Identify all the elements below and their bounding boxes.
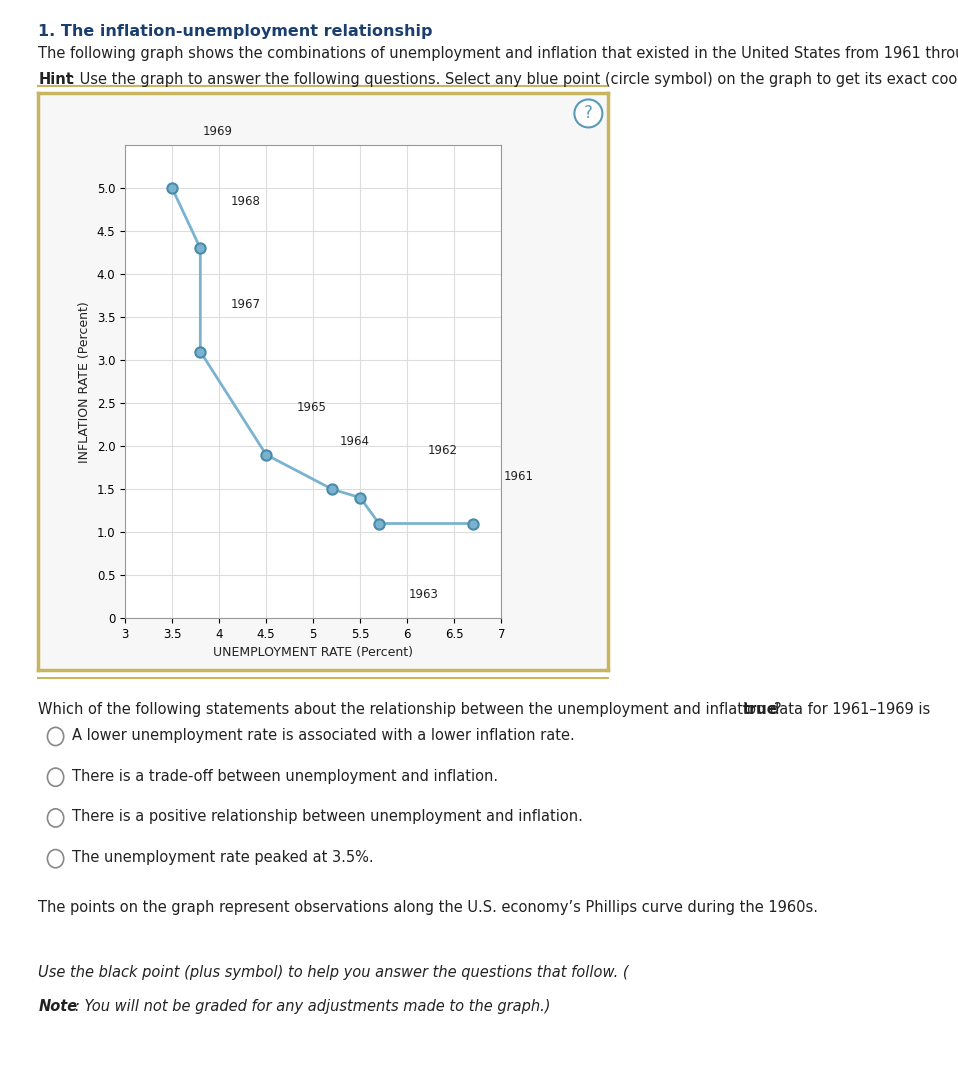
Text: 1969: 1969	[202, 125, 232, 138]
Text: ?: ?	[584, 104, 593, 122]
Text: 1961: 1961	[503, 470, 534, 482]
Text: There is a trade-off between unemployment and inflation.: There is a trade-off between unemploymen…	[72, 769, 498, 784]
Point	[466, 515, 481, 532]
Text: The unemployment rate peaked at 3.5%.: The unemployment rate peaked at 3.5%.	[72, 850, 374, 865]
Point	[193, 343, 208, 360]
Text: Use the black point (plus symbol) to help you answer the questions that follow. : Use the black point (plus symbol) to hel…	[38, 965, 629, 980]
Text: 1968: 1968	[231, 194, 261, 208]
Text: Which of the following statements about the relationship between the unemploymen: Which of the following statements about …	[38, 702, 935, 717]
Text: 1965: 1965	[296, 401, 326, 414]
Y-axis label: INFLATION RATE (Percent): INFLATION RATE (Percent)	[79, 301, 91, 462]
Text: Note: Note	[38, 999, 78, 1014]
Point	[353, 489, 368, 506]
Text: Scratch Point: Scratch Point	[401, 274, 493, 289]
Text: 1962: 1962	[428, 444, 458, 457]
Text: 1963: 1963	[409, 587, 439, 601]
Text: The points on the graph represent observations along the U.S. economy’s Phillips: The points on the graph represent observ…	[38, 900, 818, 915]
Point	[372, 515, 387, 532]
Point	[165, 180, 180, 197]
Point	[259, 446, 274, 463]
Text: The following graph shows the combinations of unemployment and inflation that ex: The following graph shows the combinatio…	[38, 46, 958, 61]
Text: 1967: 1967	[231, 298, 261, 311]
Text: ?: ?	[774, 702, 782, 717]
Text: Hint: Hint	[38, 72, 73, 87]
Text: : You will not be graded for any adjustments made to the graph.): : You will not be graded for any adjustm…	[75, 999, 550, 1014]
Text: : Use the graph to answer the following questions. Select any blue point (circle: : Use the graph to answer the following …	[70, 72, 958, 87]
Text: true: true	[742, 702, 777, 717]
Text: A lower unemployment rate is associated with a lower inflation rate.: A lower unemployment rate is associated …	[72, 728, 575, 743]
Point	[325, 480, 340, 497]
Text: 1964: 1964	[339, 435, 370, 448]
Point	[193, 240, 208, 257]
Text: There is a positive relationship between unemployment and inflation.: There is a positive relationship between…	[72, 809, 582, 824]
X-axis label: UNEMPLOYMENT RATE (Percent): UNEMPLOYMENT RATE (Percent)	[214, 646, 413, 659]
Text: 1. The inflation-unemployment relationship: 1. The inflation-unemployment relationsh…	[38, 24, 433, 39]
